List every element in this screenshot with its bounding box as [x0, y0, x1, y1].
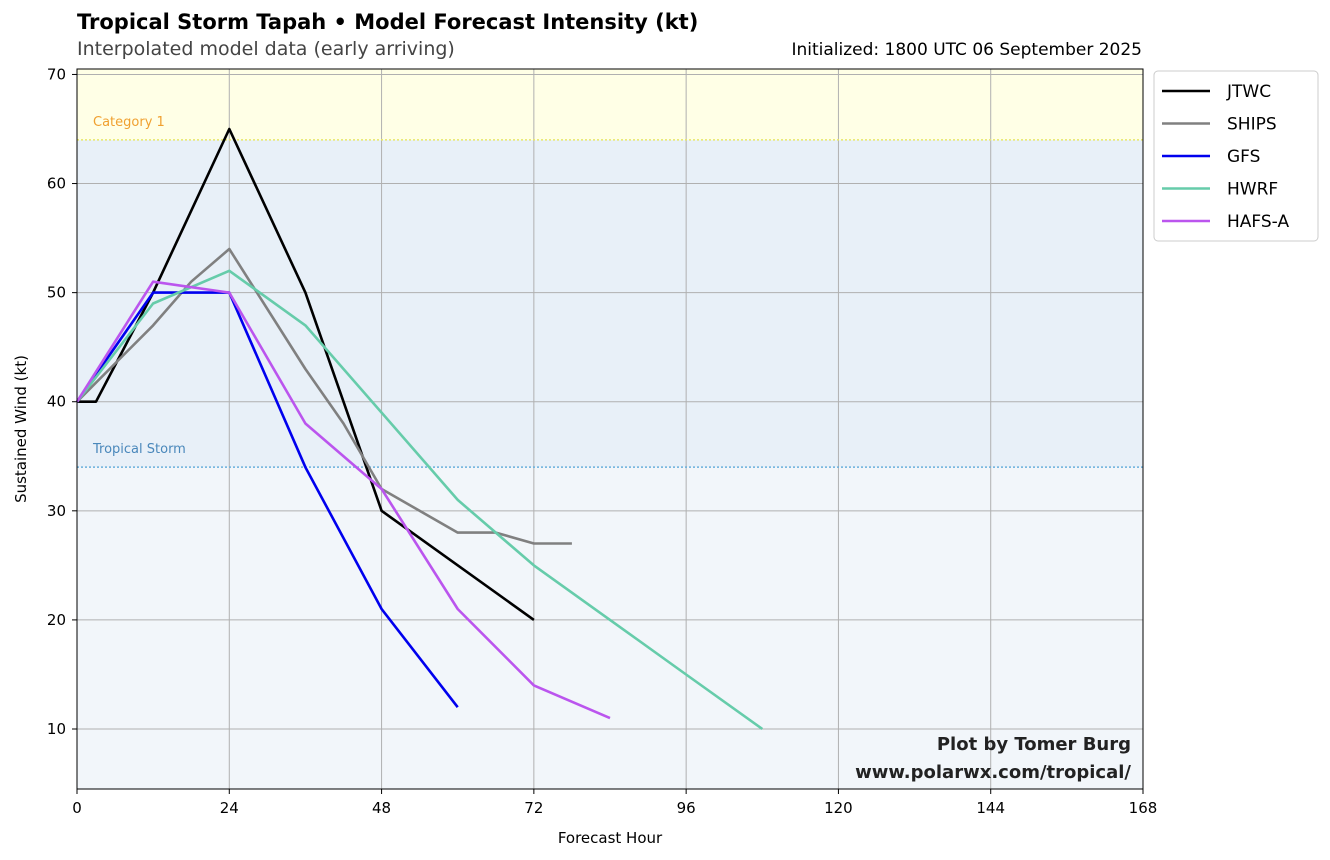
legend-label: HAFS-A: [1227, 212, 1289, 232]
plot-background: [77, 69, 1143, 789]
series-line-gfs: [75, 291, 459, 708]
chart-subtitle: Interpolated model data (early arriving): [77, 38, 455, 60]
credit-author: Plot by Tomer Burg: [937, 734, 1131, 755]
series-line-jtwc: [77, 127, 535, 621]
x-axis-label: Forecast Hour: [558, 829, 663, 847]
y-tick-label: 70: [47, 65, 66, 83]
below-ts-region: [77, 467, 1143, 789]
x-tick-label: 0: [72, 799, 82, 817]
series-line-ships: [76, 247, 572, 545]
y-axis-label: Sustained Wind (kt): [12, 355, 30, 503]
x-tick-label: 144: [976, 799, 1005, 817]
y-tick-label: 40: [47, 393, 66, 411]
legend: JTWC SHIPS GFS HWRF HAFS-A: [1153, 70, 1319, 242]
y-tick-label: 60: [47, 175, 66, 193]
x-tick-label: 120: [824, 799, 853, 817]
x-tick-label: 72: [524, 799, 543, 817]
credit: Plot by Tomer Burg www.polarwx.com/tropi…: [855, 734, 1131, 783]
series-lines: [75, 127, 764, 731]
x-axis-ticks: 0 24 48 72 96 120 144 168: [72, 789, 1157, 817]
chart-title: Tropical Storm Tapah • Model Forecast In…: [77, 10, 699, 34]
y-tick-label: 20: [47, 611, 66, 629]
legend-label: HWRF: [1227, 180, 1278, 200]
band-label: Category 1: [93, 115, 165, 130]
initialized-time: Initialized: 1800 UTC 06 September 2025: [791, 40, 1142, 60]
legend-label: SHIPS: [1227, 115, 1277, 135]
x-tick-label: 96: [677, 799, 696, 817]
y-tick-label: 10: [47, 720, 66, 738]
band-region-0: [77, 139, 1143, 468]
series-line-hafs-a: [75, 280, 611, 720]
x-tick-label: 168: [1129, 799, 1158, 817]
y-axis-ticks: 10 20 30 40 50 60 70: [47, 65, 77, 738]
band-region-1: [77, 69, 1143, 140]
band-label: Tropical Storm: [92, 442, 186, 457]
band-labels: Tropical Storm Category 1: [77, 115, 1143, 468]
legend-label: GFS: [1227, 147, 1260, 167]
credit-url: www.polarwx.com/tropical/: [855, 762, 1131, 783]
legend-label: JTWC: [1226, 82, 1271, 102]
legend-box: [1153, 70, 1319, 242]
plot-frame: [76, 68, 1144, 790]
x-tick-label: 24: [220, 799, 239, 817]
x-tick-label: 48: [372, 799, 391, 817]
y-tick-label: 50: [47, 284, 66, 302]
y-tick-label: 30: [47, 502, 66, 520]
